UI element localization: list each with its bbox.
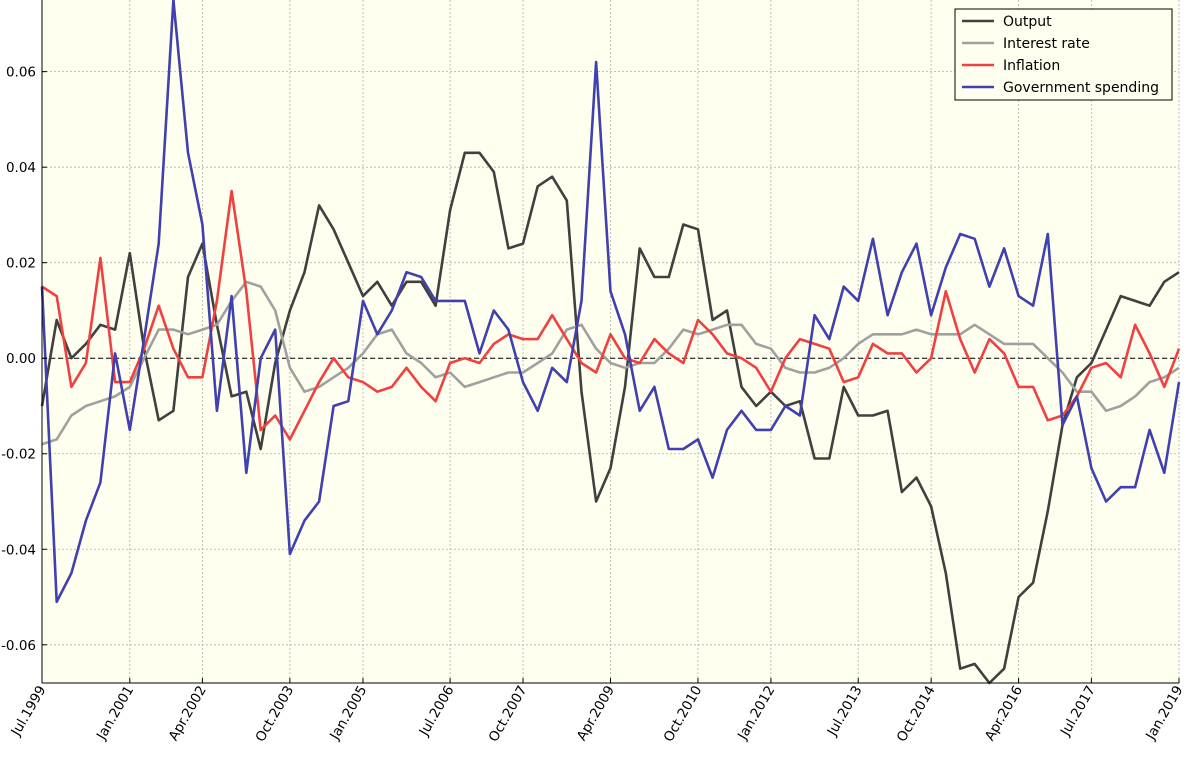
legend-box	[954, 8, 1173, 101]
x-tick-label: Jul.1999	[8, 683, 50, 739]
x-tick-label: Oct.2010	[661, 683, 706, 745]
series-line-government-spending	[40, 0, 1181, 604]
legend-label-government-spending: Government spending	[1003, 80, 1159, 96]
x-tick-label: Apr.2009	[574, 683, 618, 744]
x-tick-label: Oct.2007	[486, 683, 531, 745]
x-tick-label: Jul.2006	[416, 683, 458, 739]
y-tick-label: 0.00	[6, 351, 36, 367]
y-tick-label: -0.02	[1, 447, 36, 463]
legend: Output Interest rate Inflation Government s…	[954, 8, 1173, 101]
x-tick-label: Jan.2019	[1142, 683, 1186, 743]
x-ticks: Jul.1999 Jan.2001 Apr.2002 Oct.2003 Jan.2005…	[8, 678, 1186, 745]
x-tick-label: Oct.2014	[894, 683, 939, 745]
legend-label-interest-rate: Interest rate	[1003, 36, 1090, 52]
x-tick-label: Apr.2016	[982, 683, 1026, 744]
y-tick-label: 0.04	[6, 160, 36, 176]
x-tick-label: Apr.2002	[166, 683, 210, 744]
x-gridlines	[41, 0, 1180, 683]
x-tick-label: Jan.2012	[734, 683, 778, 743]
series-line-inflation	[41, 189, 1181, 441]
x-tick-label: Jan.2001	[93, 683, 137, 743]
y-tick-label: -0.04	[1, 542, 36, 558]
x-tick-label: Jul.2017	[1057, 683, 1099, 739]
y-tick-label: 0.06	[6, 65, 36, 81]
x-tick-label: Oct.2003	[252, 683, 297, 745]
y-tick-label: -0.06	[1, 638, 36, 654]
x-tick-label: Jan.2005	[326, 683, 370, 743]
y-tick-label: 0.02	[6, 256, 36, 272]
x-tick-label: Jul.2013	[824, 683, 866, 739]
legend-label-inflation: Inflation	[1003, 58, 1060, 74]
y-ticks: -0.06 -0.04 -0.02 0.00 0.02 0.04 0.06	[1, 65, 47, 654]
legend-label-output: Output	[1003, 14, 1052, 30]
